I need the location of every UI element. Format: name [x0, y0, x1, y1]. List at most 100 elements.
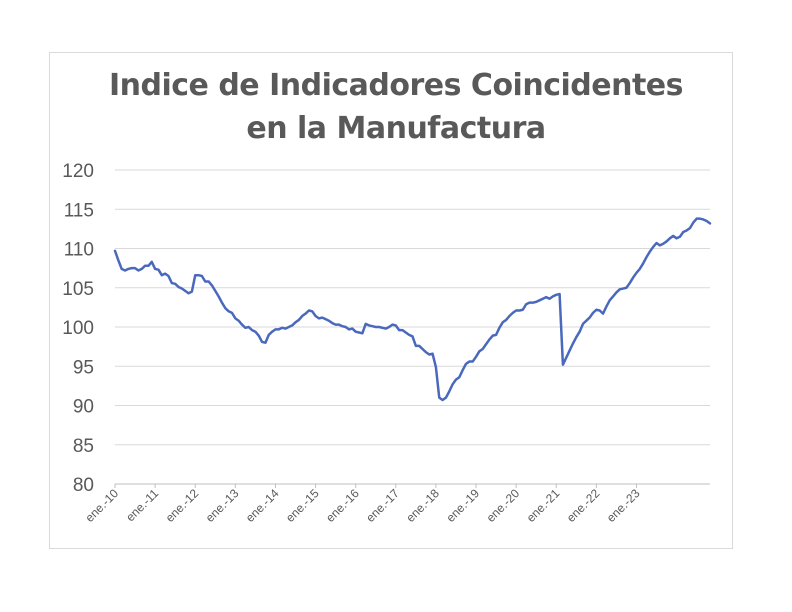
- data-point: [221, 301, 223, 303]
- data-point: [197, 274, 199, 276]
- data-point: [251, 329, 253, 331]
- x-tick-label: ene.-18: [403, 486, 442, 525]
- data-point: [625, 287, 627, 289]
- data-point: [645, 256, 647, 258]
- data-point: [288, 326, 290, 328]
- data-point: [498, 327, 500, 329]
- x-tick-label: ene.-21: [524, 486, 563, 525]
- data-point: [167, 275, 169, 277]
- x-tick-label: ene.-16: [323, 486, 362, 525]
- data-point: [522, 309, 524, 311]
- data-point: [448, 390, 450, 392]
- data-point: [144, 265, 146, 267]
- data-point: [244, 327, 246, 329]
- data-point: [619, 288, 621, 290]
- data-point: [157, 269, 159, 271]
- data-point: [291, 324, 293, 326]
- y-tick-label: 110: [64, 240, 94, 261]
- data-point: [578, 331, 580, 333]
- data-point: [304, 312, 306, 314]
- x-tick-label: ene.-11: [123, 486, 161, 524]
- data-point: [629, 282, 631, 284]
- y-tick-label: 105: [62, 279, 94, 300]
- data-point: [194, 274, 196, 276]
- data-point: [177, 286, 179, 288]
- data-point: [358, 331, 360, 333]
- data-point: [445, 396, 447, 398]
- data-point: [572, 342, 574, 344]
- y-tick-label: 85: [73, 436, 94, 457]
- data-point: [204, 280, 206, 282]
- data-point: [311, 310, 313, 312]
- data-point: [164, 272, 166, 274]
- data-point: [465, 363, 467, 365]
- data-point: [602, 312, 604, 314]
- data-point: [598, 309, 600, 311]
- data-point: [505, 319, 507, 321]
- y-tick-label: 100: [62, 318, 94, 339]
- data-point: [478, 350, 480, 352]
- y-tick-label: 95: [73, 357, 94, 378]
- data-point: [471, 360, 473, 362]
- data-point: [461, 369, 463, 371]
- data-point: [284, 327, 286, 329]
- data-point: [495, 334, 497, 336]
- data-point: [184, 290, 186, 292]
- data-point: [264, 342, 266, 344]
- data-point: [258, 334, 260, 336]
- data-point: [151, 261, 153, 263]
- data-point: [334, 323, 336, 325]
- data-point: [585, 320, 587, 322]
- data-point: [582, 323, 584, 325]
- data-point: [191, 290, 193, 292]
- data-point: [702, 218, 704, 220]
- data-point: [375, 326, 377, 328]
- data-point: [388, 326, 390, 328]
- data-point: [361, 332, 363, 334]
- data-point: [385, 327, 387, 329]
- x-tick-label: ene.-20: [484, 486, 523, 525]
- data-point: [405, 331, 407, 333]
- data-point: [318, 317, 320, 319]
- data-point: [381, 327, 383, 329]
- x-tick-label: ene.-23: [604, 486, 643, 525]
- data-point: [134, 267, 136, 269]
- x-tick-label: ene.-19: [443, 486, 482, 525]
- data-point: [161, 274, 163, 276]
- data-point: [482, 348, 484, 350]
- data-point: [458, 376, 460, 378]
- data-point: [271, 331, 273, 333]
- data-point: [595, 309, 597, 311]
- data-point: [301, 315, 303, 317]
- data-point: [237, 320, 239, 322]
- data-point: [294, 321, 296, 323]
- data-point: [441, 399, 443, 401]
- data-point: [672, 235, 674, 237]
- x-tick-label: ene.-15: [283, 486, 322, 525]
- data-point: [615, 291, 617, 293]
- data-point: [535, 301, 537, 303]
- data-point: [682, 231, 684, 233]
- data-point: [709, 222, 711, 224]
- data-point: [201, 275, 203, 277]
- data-point: [154, 268, 156, 270]
- data-point: [669, 237, 671, 239]
- data-point: [348, 328, 350, 330]
- x-tick-label: ene.-12: [163, 486, 202, 525]
- data-point: [211, 284, 213, 286]
- data-point: [705, 220, 707, 222]
- data-point: [425, 351, 427, 353]
- data-point: [368, 324, 370, 326]
- data-point: [438, 396, 440, 398]
- data-point: [314, 315, 316, 317]
- data-point: [331, 322, 333, 324]
- data-point: [117, 259, 119, 261]
- data-point: [675, 237, 677, 239]
- x-tick-label: ene.-14: [243, 486, 282, 525]
- y-tick-label: 120: [62, 161, 94, 182]
- data-point: [532, 301, 534, 303]
- data-point: [555, 294, 557, 296]
- chart-subtitle: en la Manufactura: [246, 111, 546, 146]
- data-point: [224, 307, 226, 309]
- data-point: [649, 250, 651, 252]
